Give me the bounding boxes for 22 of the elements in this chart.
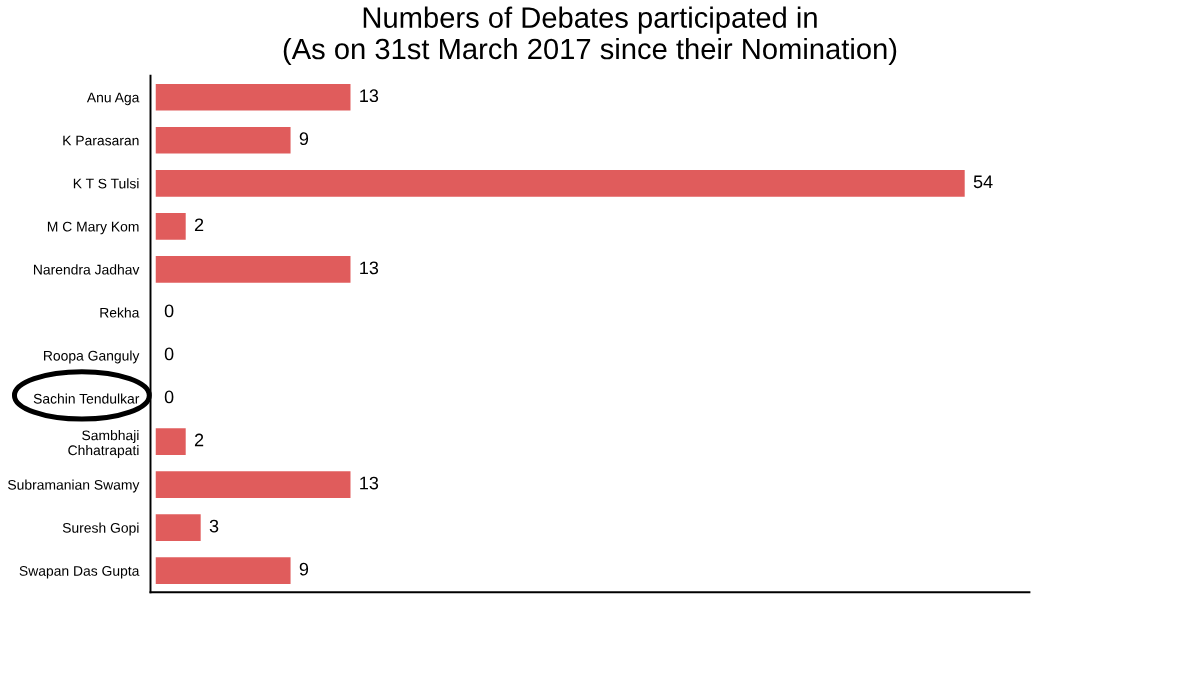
- data-label: 9: [299, 562, 309, 576]
- bar: [155, 169, 965, 197]
- data-label: 13: [360, 261, 379, 275]
- data-label: 0: [164, 347, 174, 361]
- bar: [155, 83, 351, 111]
- bar: [155, 471, 351, 498]
- bar: [155, 514, 201, 541]
- data-label: 54: [973, 175, 993, 189]
- bar: [155, 126, 291, 154]
- data-label: 9: [299, 132, 309, 146]
- bar: [155, 557, 291, 584]
- data-label: 0: [164, 304, 174, 318]
- chart-title: Numbers of Debates participated in (As on 31st March 2017 since their Nomination): [283, 6, 897, 66]
- data-label: 2: [194, 218, 204, 232]
- data-label: 13: [360, 476, 379, 490]
- bar: [155, 213, 186, 240]
- data-label: 13: [360, 89, 379, 103]
- data-label: 0: [164, 390, 174, 404]
- bar: [155, 256, 351, 283]
- data-label: 2: [194, 433, 204, 447]
- data-label: 3: [209, 519, 219, 533]
- bar: [155, 428, 186, 455]
